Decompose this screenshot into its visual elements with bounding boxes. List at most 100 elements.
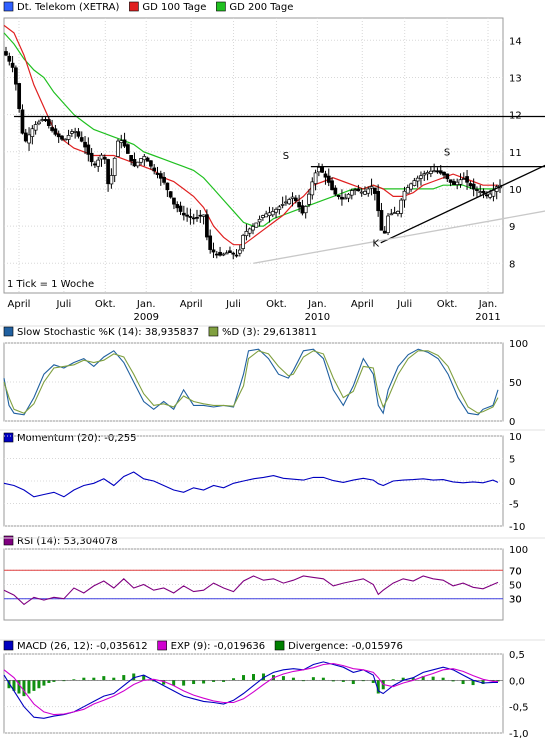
candle-body [432,170,436,173]
candle-body [165,182,170,191]
legend-label: RSI (14): 53,304078 [17,536,118,547]
candle-body [139,158,143,163]
candle-body [119,140,124,143]
divergence-bar [72,679,76,681]
x-tick-label: April [8,299,31,310]
y-tick-label: 10 [509,185,522,196]
candle-body [412,180,417,186]
candle-body [43,119,48,122]
candle-body [346,193,351,199]
legend-label: Divergence: -0,015976 [288,641,403,652]
candle-body [363,191,367,195]
divergence-bar [481,680,485,685]
candle-body [135,161,140,167]
candle-body [280,204,285,206]
candle-body [20,109,25,134]
candle-body [438,170,443,174]
candle-body [478,191,483,193]
series-line-0 [3,661,498,719]
candle-body [191,217,196,220]
candle-body [330,180,334,191]
divergence-bar [7,680,11,689]
candle-body [30,128,35,137]
legend-swatch [208,326,219,337]
candle-body [4,51,8,56]
y-tick-label: -1,0 [509,729,529,740]
candle-body [23,132,28,142]
candle-body [287,199,292,205]
candle-body [320,166,325,173]
y-tick-label: 100 [509,545,528,556]
candle-body [76,131,81,137]
candle-body [402,190,407,201]
divergence-bar [281,676,285,681]
candle-body [376,190,381,212]
candle-body [284,201,288,204]
divergence-bar [451,680,455,682]
divergence-bar [311,677,315,681]
candle-body [53,128,58,135]
x-year-label: 2011 [475,312,500,323]
candle-body [290,196,295,199]
candle-body [313,172,318,184]
trendline [380,184,504,244]
candle-body [56,133,61,138]
divergence-bar [162,680,166,685]
panel-2: Momentum (20): -0,255 -10 -5 0 5 10 [3,432,525,533]
candle-body [178,205,183,212]
candle-body [389,213,394,216]
candle-body [158,173,163,179]
candle-body [228,250,232,253]
candle-body [152,167,157,172]
candle-body [382,230,387,234]
divergence-bar [212,680,216,682]
candle-body [445,173,450,180]
legend-swatch [157,640,167,651]
candle-body [40,119,45,121]
series-line-0 [3,471,499,498]
candle-body [155,172,160,175]
divergence-bar [142,675,146,681]
y-tick-label: 50 [509,581,522,592]
y-tick-label: 50 [509,378,522,389]
candle-body [234,254,239,257]
candle-body [50,127,54,131]
candle-body [251,226,255,231]
candle-body [93,163,97,166]
divergence-bar [27,680,31,694]
series-line-0 [3,348,499,416]
candle-body [126,144,130,154]
candle-body [205,214,209,238]
divergence-bar [301,680,305,682]
y-tick-label: 14 [509,36,522,47]
candle-body [14,67,18,85]
series-line-0 [3,575,499,606]
candle-body [17,83,22,110]
divergence-bar [172,680,176,686]
divergence-bar [376,680,380,694]
y-tick-label: 13 [509,73,522,84]
candle-body [373,187,377,194]
candle-body [336,194,341,197]
candle-body [37,121,41,125]
candle-body [471,183,476,190]
candle-body [79,137,84,142]
candle-body [214,253,219,256]
candle-body [396,211,400,215]
candle-body [297,202,301,208]
divergence-bar [401,677,405,681]
candle-body [270,211,275,216]
candle-body [392,212,397,214]
divergence-bar [182,680,186,686]
annotation-label: S [283,151,289,162]
candle-body [333,187,338,195]
divergence-bar [92,677,96,681]
y-tick-label: 0,0 [509,676,525,687]
divergence-bar [22,680,26,697]
candle-body [89,152,94,163]
y-tick-label: 10 [509,432,522,443]
x-tick-label: Okt. [266,299,287,310]
divergence-bar [132,673,136,681]
